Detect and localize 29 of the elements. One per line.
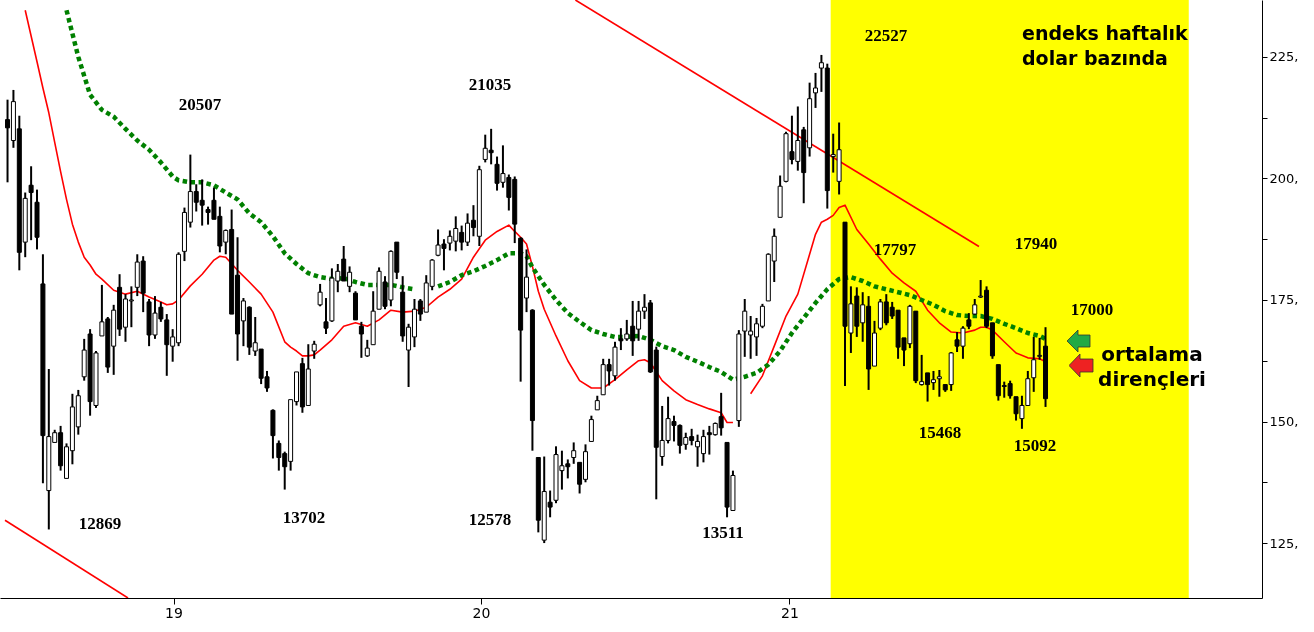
text: endeks haftalık dolar bazında bbox=[1022, 22, 1188, 69]
annotation: 12578 bbox=[468, 510, 512, 529]
annotation: 13702 bbox=[282, 508, 326, 527]
y-tick-label: 150, bbox=[1269, 414, 1299, 430]
annotation: 15468 bbox=[918, 423, 962, 442]
y-tick-label: 175, bbox=[1269, 292, 1299, 308]
x-tick-label: 21 bbox=[780, 604, 799, 621]
x-tick-label: 20 bbox=[472, 604, 491, 621]
candlestick bbox=[1031, 335, 1037, 393]
x-tick-label: 19 bbox=[165, 604, 183, 621]
annotation: 22527 bbox=[864, 26, 908, 45]
annotation: 20507 bbox=[178, 95, 222, 114]
candlestick bbox=[358, 320, 364, 359]
annotation: 17000 bbox=[1070, 300, 1114, 319]
annotation: 17940 bbox=[1014, 234, 1058, 253]
candlestick bbox=[28, 165, 34, 242]
annotation: 21035 bbox=[468, 75, 512, 94]
y-tick-label: 225, bbox=[1269, 49, 1299, 65]
candlestick bbox=[813, 71, 819, 109]
y-tick-label: 200, bbox=[1269, 170, 1299, 186]
y-tick-label: 125, bbox=[1269, 535, 1299, 551]
annotation: 17797 bbox=[873, 240, 917, 259]
annotation: 13511 bbox=[702, 523, 744, 542]
candlestick bbox=[317, 282, 323, 308]
candlestick bbox=[936, 368, 942, 398]
candlestick bbox=[588, 414, 594, 443]
annotation: 12869 bbox=[78, 514, 122, 533]
annotation: 15092 bbox=[1013, 436, 1057, 455]
candlestick bbox=[571, 441, 577, 465]
